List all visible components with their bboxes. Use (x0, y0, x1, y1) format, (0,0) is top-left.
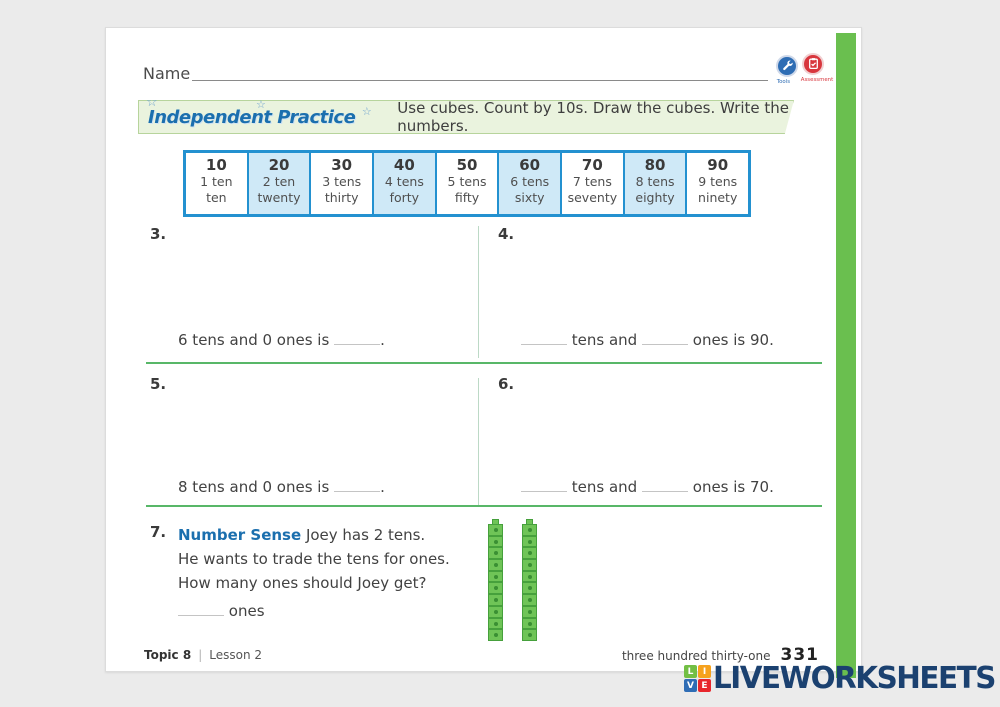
name-input-line[interactable] (192, 80, 768, 81)
unit-cube (488, 524, 503, 536)
unit-cube (522, 570, 537, 583)
assessment-button[interactable] (802, 53, 824, 75)
tens-table-cell: 90 9 tens ninety (698, 156, 738, 205)
unit-cube (488, 535, 503, 548)
question-3-answer: 6 tens and 0 ones is . (178, 331, 385, 349)
tens-table-cell: 40 4 tens forty (374, 153, 437, 214)
question-7-answer: ones (178, 602, 265, 620)
banner-title: ☆ ☆ ☆ Independent Practice (146, 94, 372, 128)
unit-cube (522, 524, 537, 536)
row-divider (146, 505, 822, 507)
liveworksheets-logo-text: LIVEWORKSHEETS (713, 661, 996, 696)
clipboard-check-icon (807, 55, 820, 74)
worksheet-page: Name Tools Assessment ☆ (105, 27, 862, 672)
independent-practice-banner: ☆ ☆ ☆ Independent Practice Use cubes. Co… (138, 100, 794, 134)
star-icon: ☆ (256, 97, 266, 111)
question-4-answer: tens and ones is 90. (521, 331, 774, 349)
answer-blank[interactable] (334, 478, 381, 492)
cube-tower (488, 519, 503, 641)
column-divider (478, 378, 479, 506)
cube-nub (526, 519, 533, 524)
name-label: Name (143, 64, 191, 83)
tens-table-cell: 20 2 ten twenty (248, 153, 312, 214)
tools-button[interactable] (776, 55, 798, 77)
unit-cube (488, 559, 503, 571)
question-7-text: Number Sense Joey has 2 tens. He wants t… (178, 526, 450, 592)
logo-letter-square: L (684, 665, 697, 678)
question-7-number: 7. (150, 523, 167, 541)
lesson-label: Lesson 2 (209, 648, 262, 662)
banner-instruction: Use cubes. Count by 10s. Draw the cubes.… (397, 99, 790, 135)
question-3-number: 3. (150, 225, 167, 243)
logo-letter-square: V (684, 679, 697, 692)
unit-cube (488, 594, 503, 606)
tens-table-cell: 80 8 tens eighty (624, 153, 688, 214)
answer-blank[interactable] (641, 478, 688, 492)
question-5-number: 5. (150, 375, 167, 393)
unit-cube (522, 535, 537, 548)
topic-label: Topic 8 (144, 648, 192, 662)
logo-letter-square: E (698, 679, 711, 692)
question-4-number: 4. (498, 225, 515, 243)
cube-nub (492, 519, 499, 524)
unit-cube (488, 617, 503, 630)
page-number: 331 (780, 645, 819, 665)
unit-cube (522, 605, 537, 618)
answer-blank[interactable] (178, 602, 224, 616)
green-side-bar (836, 33, 856, 678)
unit-cube (488, 582, 503, 595)
unit-cube (488, 629, 503, 641)
column-divider (478, 226, 479, 358)
question-6-number: 6. (498, 375, 515, 393)
answer-blank[interactable] (521, 331, 567, 345)
question-6-answer: tens and ones is 70. (521, 478, 774, 496)
tens-table: 10 1 ten ten 20 2 ten twenty 30 3 tens thirty 40 4… (183, 150, 751, 217)
cube-tower (522, 519, 537, 641)
unit-cube (522, 617, 537, 630)
unit-cube (488, 605, 503, 618)
tens-table-cell: 50 5 tens fifty (437, 153, 500, 214)
unit-cube (522, 547, 537, 560)
unit-cube (522, 594, 537, 606)
row-divider (146, 362, 822, 364)
unit-cube (522, 559, 537, 571)
wrench-icon (781, 57, 794, 76)
logo-letter-square: I (698, 665, 711, 678)
question-5-answer: 8 tens and 0 ones is . (178, 478, 385, 496)
tens-table-cell: 70 7 tens seventy (562, 153, 625, 214)
unit-cube (522, 629, 537, 641)
unit-cube (522, 582, 537, 595)
tens-table-cell: 60 6 tens sixty (499, 153, 563, 214)
answer-blank[interactable] (641, 331, 688, 345)
unit-cube (488, 547, 503, 560)
footer-topic-lesson: Topic 8 | Lesson 2 (144, 648, 262, 662)
star-icon: ☆ (361, 104, 372, 118)
unit-cube (488, 570, 503, 583)
tools-caption: Tools (776, 78, 791, 85)
tens-table-cell: 10 1 ten ten (186, 153, 249, 214)
footer-page-info: three hundred thirty-one 331 (622, 645, 819, 665)
number-sense-label: Number Sense (178, 526, 302, 544)
answer-blank[interactable] (334, 331, 381, 345)
page-number-words: three hundred thirty-one (621, 649, 771, 663)
answer-blank[interactable] (521, 478, 567, 492)
assessment-caption: Assessment (800, 76, 834, 83)
tens-table-cell: 30 3 tens thirty (311, 153, 375, 214)
footer-separator: | (198, 648, 203, 662)
star-icon: ☆ (146, 94, 158, 110)
